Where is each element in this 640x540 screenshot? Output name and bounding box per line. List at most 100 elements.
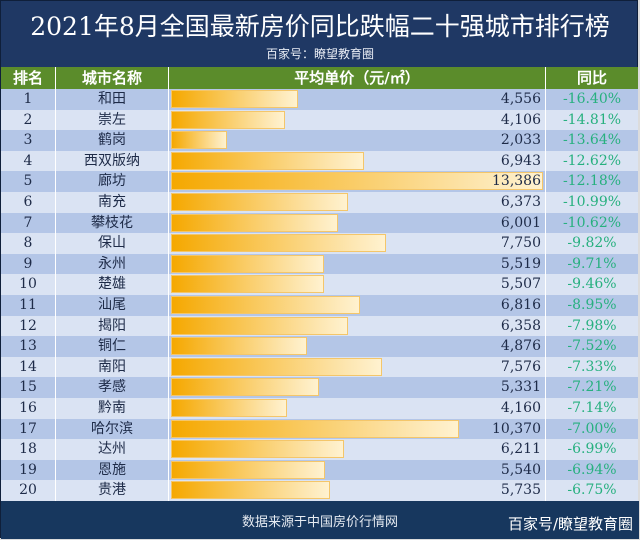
table-row: 7 攀枝花 6,001 -10.62% <box>1 212 638 234</box>
change-cell: -6.94% <box>567 461 617 478</box>
rank-cell: 12 <box>1 315 56 337</box>
price-bar <box>171 110 286 129</box>
price-bar <box>171 481 331 500</box>
rank-cell: 6 <box>1 191 56 213</box>
city-cell: 揭阳 <box>56 315 169 337</box>
price-bar <box>171 90 298 108</box>
city-cell: 达州 <box>56 439 169 460</box>
price-cell: 6,816 <box>169 294 546 316</box>
city-cell: 南阳 <box>56 356 169 378</box>
rank-cell: 5 <box>1 171 56 192</box>
change-cell: -9.82% <box>567 235 617 252</box>
table-row: 20 贵港 5,735 -6.75% <box>1 480 638 501</box>
change-cell: -10.99% <box>562 193 622 210</box>
price-cell: 6,373 <box>169 191 546 213</box>
change-cell: -14.81% <box>562 111 622 128</box>
rank-cell: 8 <box>1 233 56 254</box>
rank-cell: 1 <box>1 89 56 110</box>
price-cell: 5,507 <box>169 274 546 295</box>
table-row: 4 西双版纳 6,943 -12.62% <box>1 150 638 172</box>
rank-cell: 10 <box>1 274 56 295</box>
column-header-change: 同比 <box>576 69 607 87</box>
table-row: 15 孝感 5,331 -7.21% <box>1 377 638 398</box>
rank-cell: 9 <box>1 253 56 275</box>
footer: 数据来源于中国房价行情网 百家号/瞭望教育圈 <box>1 501 639 539</box>
price-value: 2,033 <box>500 132 541 149</box>
table-row: 14 南阳 7,576 -7.33% <box>1 356 638 378</box>
change-cell: -12.62% <box>562 152 622 169</box>
change-cell: -9.71% <box>567 255 617 272</box>
city-cell: 铜仁 <box>56 336 169 357</box>
data-source: 数据来源于中国房价行情网 <box>241 515 398 530</box>
change-cell: -7.98% <box>567 317 617 334</box>
rank-cell: 2 <box>1 109 56 131</box>
city-cell: 哈尔滨 <box>56 418 169 440</box>
city-cell: 贵港 <box>56 480 169 501</box>
table-row: 6 南充 6,373 -10.99% <box>1 191 638 213</box>
ranking-table: 排名 城市名称 平均单价（元/㎡） 同比 1 和田 4,556 -16.40% 2… <box>1 67 638 501</box>
rank-cell: 15 <box>1 377 56 398</box>
city-cell: 鹤岗 <box>56 130 169 151</box>
price-value: 4,106 <box>500 111 541 128</box>
price-value: 6,943 <box>500 152 541 169</box>
city-cell: 西双版纳 <box>56 150 169 172</box>
price-value: 7,576 <box>500 358 541 375</box>
price-bar <box>171 151 364 170</box>
table-row: 5 廊坊 13,386 -12.18% <box>1 171 638 192</box>
price-cell: 13,386 <box>169 171 546 192</box>
change-cell: -8.95% <box>567 296 617 313</box>
price-bar <box>171 378 320 397</box>
price-value: 13,386 <box>492 173 541 190</box>
city-cell: 崇左 <box>56 109 169 131</box>
price-value: 5,540 <box>500 461 541 478</box>
column-header-price: 平均单价（元/㎡） <box>169 67 546 89</box>
price-cell: 4,876 <box>169 336 546 357</box>
price-bar <box>171 131 228 150</box>
price-cell: 2,033 <box>169 130 546 151</box>
price-value: 5,519 <box>500 255 541 272</box>
chart-title: 2021年8月全国最新房价同比跌幅二十强城市排行榜 <box>30 12 610 41</box>
price-value: 5,331 <box>500 379 541 396</box>
change-cell: -9.46% <box>567 276 617 293</box>
price-bar <box>171 440 344 459</box>
city-cell: 南充 <box>56 191 169 213</box>
price-cell: 5,519 <box>169 253 546 275</box>
change-cell: -7.33% <box>567 358 617 375</box>
change-cell: -7.21% <box>567 379 617 396</box>
price-value: 10,370 <box>492 420 541 437</box>
rank-cell: 20 <box>1 480 56 501</box>
price-value: 6,816 <box>500 296 541 313</box>
price-bar <box>171 460 325 479</box>
table-row: 13 铜仁 4,876 -7.52% <box>1 336 638 357</box>
price-cell: 6,943 <box>169 150 546 172</box>
column-header-rank: 排名 <box>1 67 56 89</box>
table-row: 12 揭阳 6,358 -7.98% <box>1 315 638 337</box>
rank-cell: 17 <box>1 418 56 440</box>
table-row: 18 达州 6,211 -6.99% <box>1 439 638 460</box>
change-cell: -16.40% <box>562 91 622 107</box>
change-cell: -13.64% <box>562 132 622 149</box>
price-cell: 5,735 <box>169 480 546 501</box>
table-row: 16 黔南 4,160 -7.14% <box>1 397 638 419</box>
price-value: 6,373 <box>500 193 541 210</box>
price-bar <box>171 192 349 211</box>
city-cell: 攀枝花 <box>56 212 169 234</box>
price-cell: 4,556 <box>169 89 546 110</box>
price-bar <box>171 295 361 314</box>
city-cell: 廊坊 <box>56 171 169 192</box>
table-row: 8 保山 7,750 -9.82% <box>1 233 638 254</box>
price-cell: 7,750 <box>169 233 546 254</box>
price-cell: 5,540 <box>169 459 546 481</box>
table-row: 3 鹤岗 2,033 -13.64% <box>1 130 638 151</box>
city-cell: 汕尾 <box>56 294 169 316</box>
price-cell: 4,160 <box>169 397 546 419</box>
rank-cell: 16 <box>1 397 56 419</box>
chart-subtitle: 百家号：瞭望教育圈 <box>265 47 374 61</box>
change-cell: -7.14% <box>567 399 617 416</box>
table-row: 10 楚雄 5,507 -9.46% <box>1 274 638 295</box>
city-cell: 孝感 <box>56 377 169 398</box>
change-cell: -6.99% <box>567 441 617 458</box>
city-cell: 和田 <box>56 89 169 110</box>
price-value: 7,750 <box>500 235 541 252</box>
price-value: 6,358 <box>500 317 541 334</box>
